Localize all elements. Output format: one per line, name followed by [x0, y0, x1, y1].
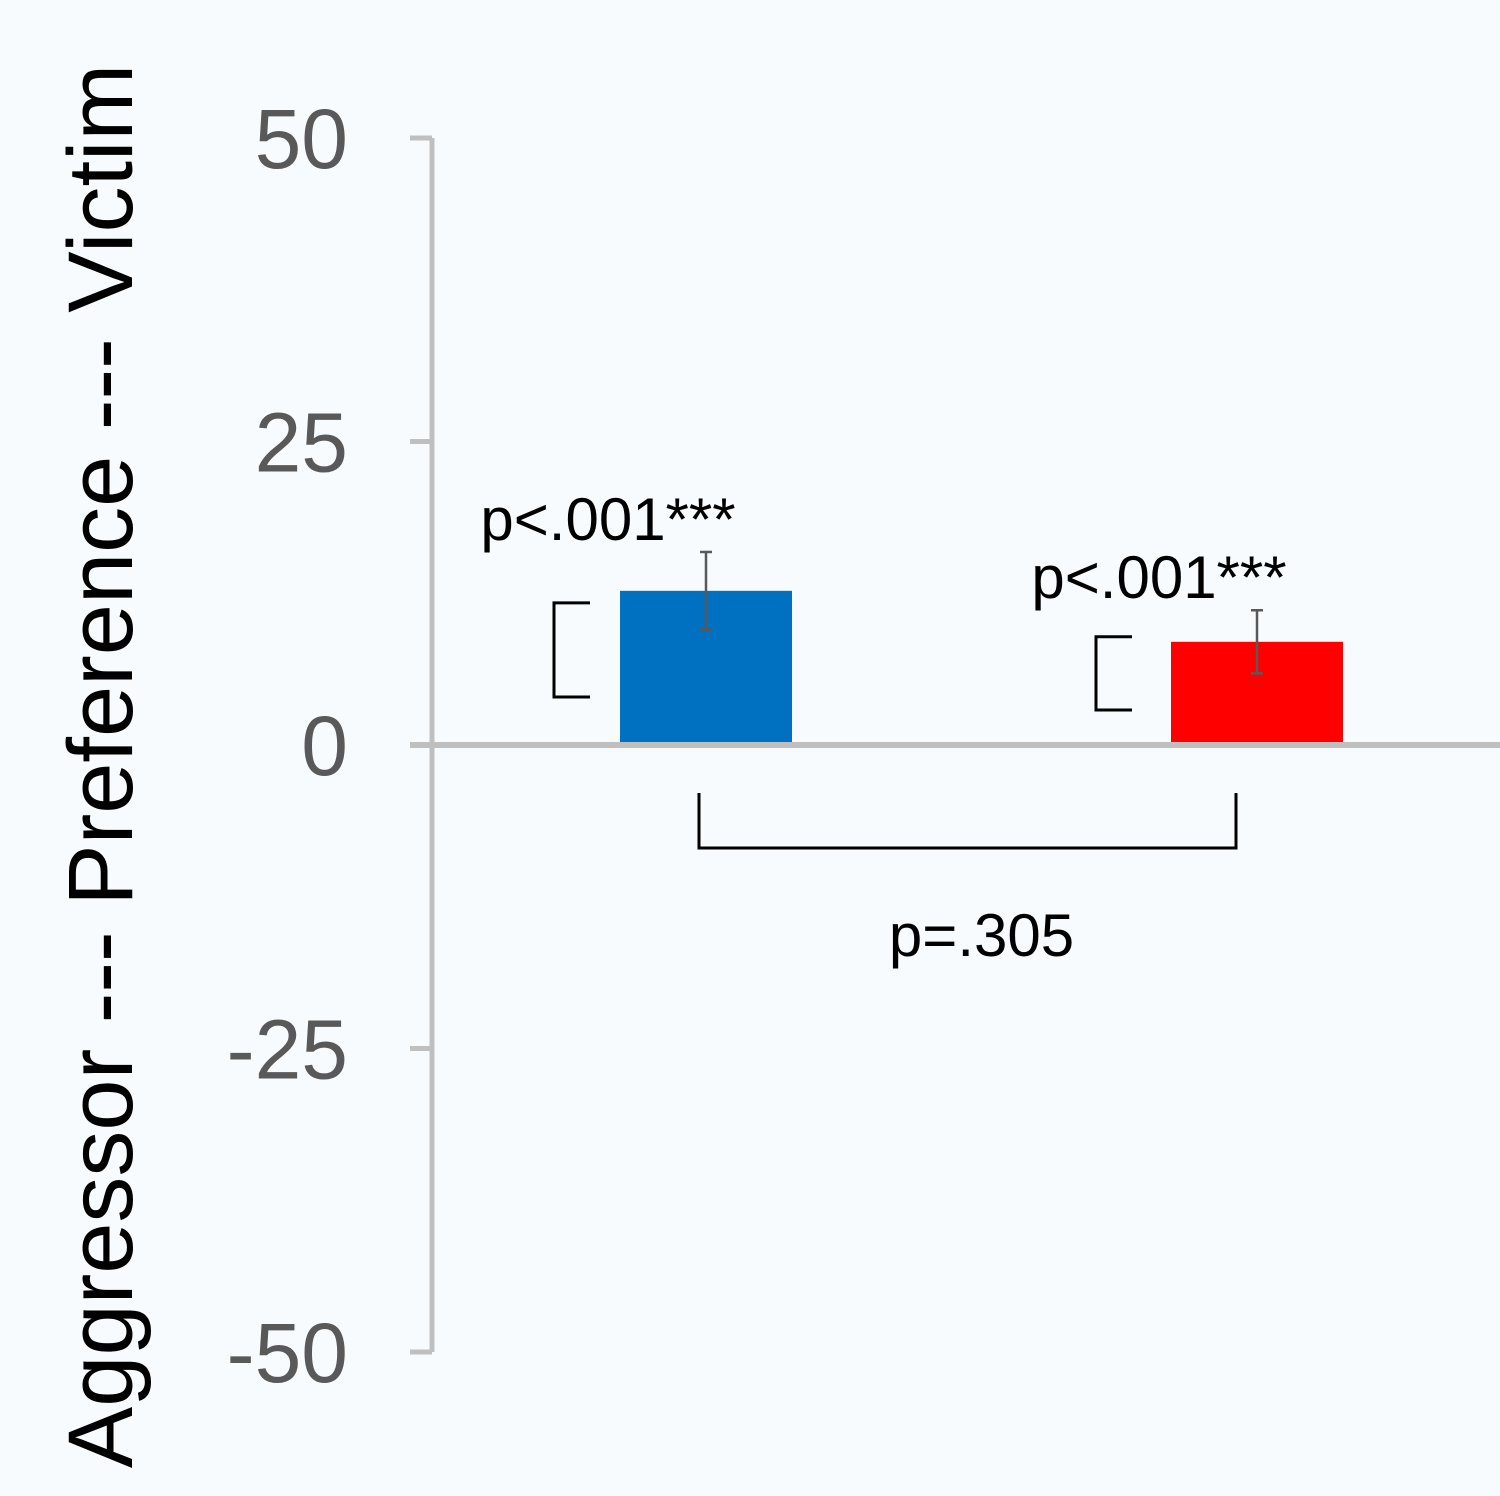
y-tick-label: 0 [301, 699, 348, 793]
p-value-label: p<.001*** [480, 486, 735, 553]
bars [620, 550, 1343, 742]
y-tick-label: -25 [227, 1003, 348, 1097]
significance-bracket [552, 601, 590, 699]
annotations: p<.001*** p<.001*** p=.305 [480, 486, 1286, 969]
p-value-label: p<.001*** [1031, 544, 1286, 611]
comparison-p-label: p=.305 [889, 902, 1074, 969]
significance-bracket [1094, 635, 1132, 712]
comparison-bracket [697, 793, 1238, 850]
y-tick-label: 50 [255, 92, 348, 186]
y-axis-label: Aggressor --- Preference --- Victim [50, 64, 152, 1468]
axes: 50 25 0 -25 -50 [227, 92, 1500, 1400]
y-tick-label: -50 [227, 1306, 348, 1400]
y-tick-label: 25 [255, 396, 348, 490]
